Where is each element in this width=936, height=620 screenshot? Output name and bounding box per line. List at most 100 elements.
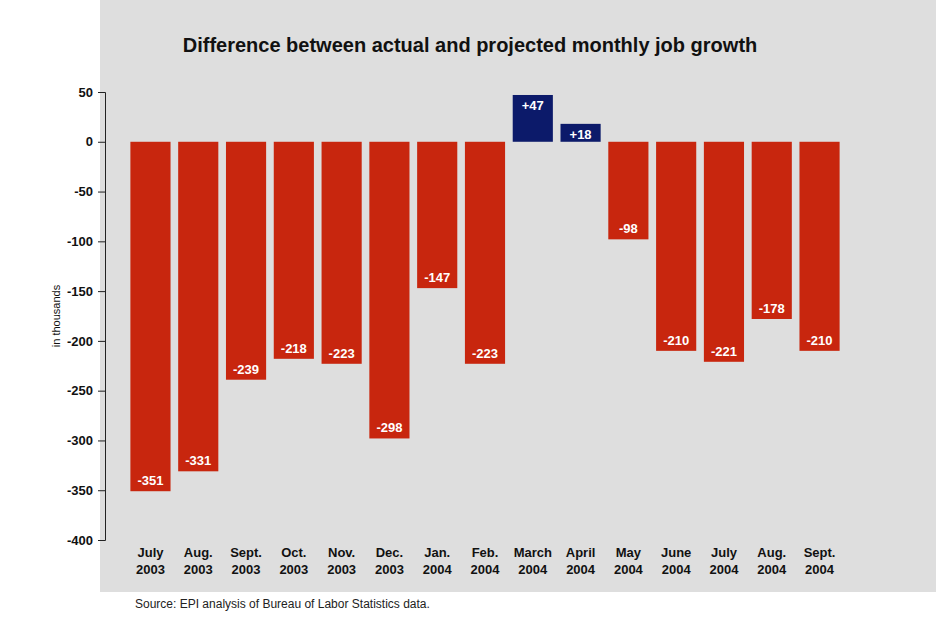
data-label: -98	[619, 221, 638, 236]
y-tick: -300	[67, 433, 105, 448]
x-tick-label: June 2004	[661, 545, 691, 577]
bar	[465, 142, 505, 364]
x-tick-label: Nov.2003	[327, 545, 356, 577]
y-tick: -350	[67, 483, 105, 498]
x-tick-label: Dec. 2003	[375, 545, 404, 577]
x-tick-label-line: 2003	[136, 562, 165, 577]
y-axis: 500-50-100-150-200-250-300-350-400	[67, 85, 106, 548]
x-tick-label: July 2004	[709, 545, 739, 577]
x-tick: Aug.2003	[184, 545, 213, 577]
x-tick-label-line: July	[137, 545, 164, 560]
x-tick-label-line: 2004	[471, 562, 501, 577]
chart: Difference between actual and projected …	[0, 0, 936, 620]
x-tick-label: Sept.2003	[230, 545, 262, 577]
x-tick-label-line: Jan.	[424, 545, 450, 560]
x-tick-label-line: 2004	[614, 562, 644, 577]
y-tick-label: -100	[67, 234, 93, 249]
y-tick: -200	[67, 334, 105, 349]
bar	[799, 142, 839, 351]
bar	[752, 142, 792, 319]
x-tick-label-line: 2004	[709, 562, 739, 577]
bar	[608, 142, 648, 240]
data-label: -210	[807, 333, 833, 348]
data-label: -223	[472, 346, 498, 361]
x-axis: July2003Aug.2003Sept.2003Oct.2003Nov.200…	[136, 545, 835, 577]
bar	[656, 142, 696, 351]
x-tick-label-line: Oct.	[281, 545, 306, 560]
x-tick-label: July 2003	[136, 545, 165, 577]
y-tick-mark	[98, 341, 105, 342]
x-tick-label-line: 2003	[279, 562, 308, 577]
data-label: +47	[522, 98, 544, 113]
x-tick-label: Aug.2003	[184, 545, 213, 577]
x-tick-label-line: July	[711, 545, 738, 560]
x-tick-label-line: 2004	[662, 562, 692, 577]
y-tick-mark	[98, 92, 105, 93]
y-tick: -250	[67, 383, 105, 398]
y-tick-mark	[98, 291, 105, 292]
x-tick-label: Jan. 2004	[423, 545, 453, 577]
x-tick-label-line: 2004	[757, 562, 787, 577]
bars	[130, 95, 839, 491]
y-tick-label: -50	[74, 184, 93, 199]
x-tick-label: Sept.2004	[804, 545, 836, 577]
y-tick-label: 50	[79, 85, 93, 100]
y-tick-mark	[98, 241, 105, 242]
x-tick-label-line: 2004	[518, 562, 548, 577]
data-label: -298	[376, 420, 402, 435]
x-tick-label-line: 2003	[184, 562, 213, 577]
data-label: -351	[137, 473, 163, 488]
bar	[704, 142, 744, 362]
bar	[417, 142, 457, 288]
x-tick: March 2004	[514, 545, 552, 577]
x-tick-label: Aug. 2004	[757, 545, 787, 577]
x-tick-label-line: 2003	[375, 562, 404, 577]
y-tick-mark	[98, 142, 105, 143]
x-tick-label-line: Feb.	[472, 545, 499, 560]
bar	[513, 95, 553, 142]
x-tick-label: April2004	[566, 545, 596, 577]
bar	[226, 142, 266, 380]
data-labels: -351-331-239-218-223-298-147-223+47+18-9…	[137, 98, 832, 488]
x-tick: Sept.2004	[804, 545, 836, 577]
x-tick-label-line: 2004	[566, 562, 596, 577]
x-tick: Aug. 2004	[757, 545, 787, 577]
y-tick-mark	[98, 540, 105, 541]
y-tick: -400	[67, 533, 105, 548]
y-tick-label: -200	[67, 334, 93, 349]
y-tick: 0	[86, 134, 105, 149]
y-tick-label: 0	[86, 134, 93, 149]
y-tick-label: -350	[67, 483, 93, 498]
y-tick-label: -300	[67, 433, 93, 448]
x-tick: Dec. 2003	[375, 545, 404, 577]
x-tick-label-line: 2003	[327, 562, 356, 577]
y-axis-title: in thousands	[50, 284, 62, 347]
bar	[369, 142, 409, 439]
data-label: -223	[329, 346, 355, 361]
y-tick-mark	[98, 391, 105, 392]
y-tick-mark	[98, 440, 105, 441]
x-tick-label-line: Aug.	[757, 545, 786, 560]
bar	[274, 142, 314, 359]
x-tick-label: Oct. 2003	[279, 545, 308, 577]
data-label: -221	[711, 344, 737, 359]
x-tick-label-line: 2004	[805, 562, 835, 577]
x-tick-label-line: March	[514, 545, 552, 560]
page-background	[0, 0, 936, 620]
x-tick: April2004	[566, 545, 596, 577]
x-tick-label: Feb. 2004	[471, 545, 501, 577]
x-tick-label-line: Dec.	[376, 545, 403, 560]
y-tick: -100	[67, 234, 105, 249]
x-tick: Oct. 2003	[279, 545, 308, 577]
x-tick-label-line: 2004	[423, 562, 453, 577]
data-label: -239	[233, 362, 259, 377]
x-tick-label: March 2004	[514, 545, 552, 577]
y-tick-label: -250	[67, 383, 93, 398]
x-tick-label-line: Sept.	[230, 545, 262, 560]
x-tick-label-line: June	[661, 545, 691, 560]
y-tick: 50	[79, 85, 105, 100]
bar	[178, 142, 218, 472]
x-tick: July 2003	[136, 545, 165, 577]
y-tick: -50	[74, 184, 105, 199]
x-tick: June 2004	[661, 545, 691, 577]
